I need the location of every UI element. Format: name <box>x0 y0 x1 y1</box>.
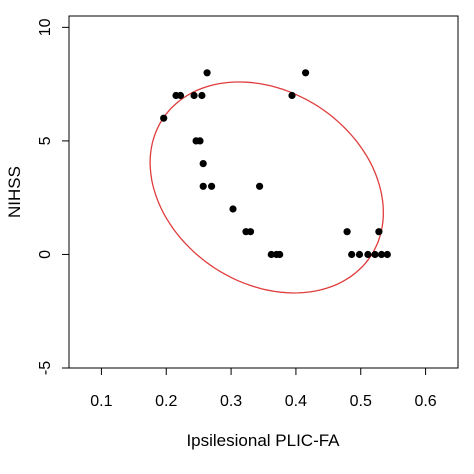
data-point <box>355 250 364 259</box>
data-point <box>246 228 255 236</box>
x-tick-label: 0.1 <box>90 393 112 410</box>
data-point <box>377 250 386 259</box>
data-point <box>160 114 168 122</box>
x-tick-label: 0.3 <box>220 393 242 410</box>
data-point <box>364 250 372 259</box>
y-axis-title: NIHSS <box>5 166 24 218</box>
y-tick-label: 5 <box>37 136 54 145</box>
x-tick-label: 0.6 <box>414 393 436 410</box>
data-point <box>203 69 211 77</box>
data-point <box>256 182 264 190</box>
x-axis-title: Ipsilesional PLIC-FA <box>186 431 340 450</box>
data-point <box>343 228 351 236</box>
data-point <box>288 91 296 100</box>
data-point <box>176 91 185 100</box>
y-tick-label: 0 <box>37 250 54 259</box>
data-point <box>383 250 391 259</box>
y-tick-label: 10 <box>37 18 54 36</box>
confidence-ellipse <box>149 81 384 294</box>
data-point <box>267 250 275 259</box>
data-point <box>199 182 207 190</box>
data-point <box>199 160 207 168</box>
y-axis: -5 0 5 10 <box>37 18 70 375</box>
data-point <box>196 137 204 145</box>
data-point <box>276 250 284 259</box>
data-point <box>371 250 379 259</box>
data-point <box>198 91 206 100</box>
x-tick-label: 0.2 <box>155 393 177 410</box>
y-tick-label: -5 <box>37 361 54 375</box>
data-points-layer <box>160 69 391 259</box>
data-point <box>229 205 237 213</box>
data-point <box>208 182 216 190</box>
data-point <box>375 228 383 236</box>
data-point <box>302 69 310 77</box>
data-point <box>190 91 198 100</box>
data-point <box>348 250 356 259</box>
x-tick-label: 0.5 <box>350 393 372 410</box>
x-axis: 0.1 0.2 0.3 0.4 0.5 0.6 <box>90 367 437 410</box>
confidence-ellipse-layer <box>149 81 384 294</box>
x-tick-label: 0.4 <box>285 393 307 410</box>
